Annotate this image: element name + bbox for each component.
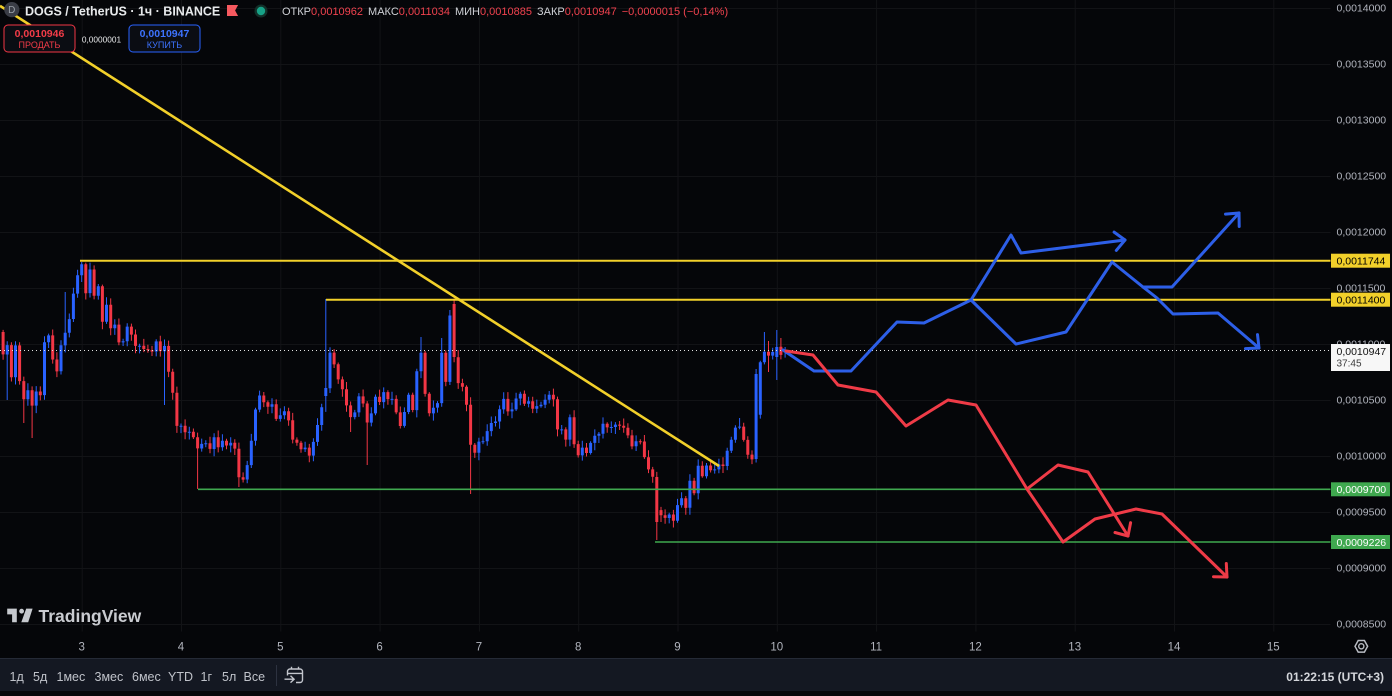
svg-text:0,0014000: 0,0014000 <box>1337 3 1387 15</box>
svg-text:01:22:15 (UTC+3): 01:22:15 (UTC+3) <box>1286 670 1384 684</box>
svg-text:5: 5 <box>277 642 283 654</box>
svg-text:0,0012500: 0,0012500 <box>1337 171 1387 183</box>
svg-text:0,0010000: 0,0010000 <box>1337 451 1387 463</box>
svg-text:TradingView: TradingView <box>39 606 142 626</box>
svg-text:1г: 1г <box>201 670 213 684</box>
svg-text:3мес: 3мес <box>95 670 124 684</box>
svg-text:3: 3 <box>78 642 84 654</box>
svg-text:D: D <box>8 5 15 16</box>
svg-text:0,0009226: 0,0009226 <box>1337 537 1387 549</box>
svg-text:0,0011400: 0,0011400 <box>1337 295 1386 307</box>
svg-text:5л: 5л <box>222 670 236 684</box>
svg-text:0,0013000: 0,0013000 <box>1337 115 1387 127</box>
svg-text:10: 10 <box>770 642 783 654</box>
svg-text:КУПИТЬ: КУПИТЬ <box>147 40 182 50</box>
svg-text:0,0009700: 0,0009700 <box>1337 484 1387 496</box>
svg-text:5д: 5д <box>33 670 48 684</box>
svg-text:37:45: 37:45 <box>1337 359 1362 370</box>
svg-text:0,0010946: 0,0010946 <box>15 28 65 40</box>
svg-text:1д: 1д <box>10 670 25 684</box>
svg-text:13: 13 <box>1068 642 1081 654</box>
svg-text:0,0000001: 0,0000001 <box>82 35 122 45</box>
svg-text:Все: Все <box>244 670 266 684</box>
svg-text:6: 6 <box>376 642 382 654</box>
svg-text:0,0010947: 0,0010947 <box>140 28 190 40</box>
svg-text:1мес: 1мес <box>57 670 86 684</box>
svg-text:0,0011744: 0,0011744 <box>1337 256 1386 268</box>
svg-text:0,0013500: 0,0013500 <box>1337 59 1387 71</box>
svg-text:12: 12 <box>969 642 982 654</box>
svg-text:14: 14 <box>1168 642 1181 654</box>
svg-text:15: 15 <box>1267 642 1280 654</box>
svg-text:6мес: 6мес <box>132 670 161 684</box>
svg-text:0,0009000: 0,0009000 <box>1337 563 1387 575</box>
svg-text:7: 7 <box>476 642 482 654</box>
svg-text:0,0010500: 0,0010500 <box>1337 395 1387 407</box>
svg-text:11: 11 <box>870 642 882 654</box>
svg-text:9: 9 <box>674 642 680 654</box>
svg-text:0,0010947: 0,0010947 <box>1337 346 1387 358</box>
svg-text:0,0008500: 0,0008500 <box>1337 619 1387 631</box>
svg-text:0,0012000: 0,0012000 <box>1337 227 1387 239</box>
svg-text:DOGS / TetherUS · 1ч · BINANCE: DOGS / TetherUS · 1ч · BINANCE <box>25 5 220 19</box>
svg-text:4: 4 <box>178 642 185 654</box>
svg-text:8: 8 <box>575 642 581 654</box>
svg-text:ПРОДАТЬ: ПРОДАТЬ <box>19 40 61 50</box>
svg-text:0,0009500: 0,0009500 <box>1337 507 1387 519</box>
svg-text:YTD: YTD <box>168 670 193 684</box>
